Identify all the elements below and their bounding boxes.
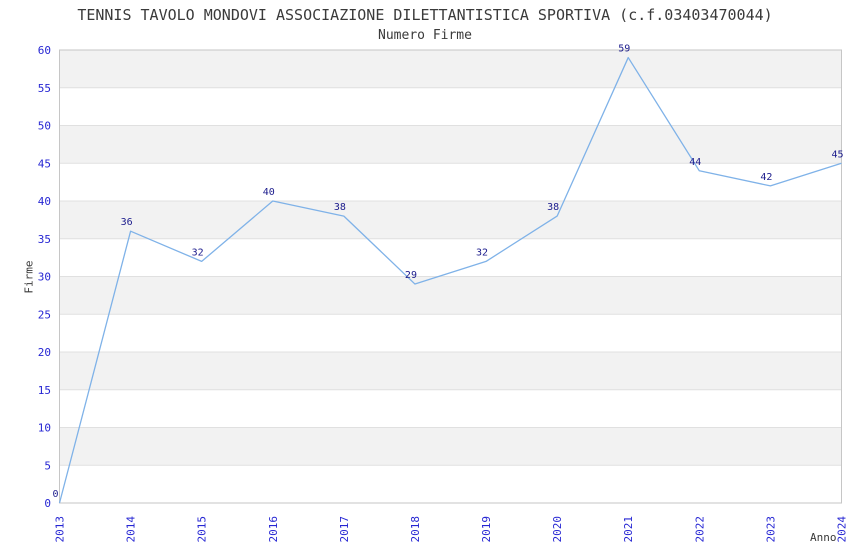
y-tick-label: 5: [44, 459, 51, 472]
data-point-label: 38: [334, 202, 346, 213]
x-tick-label: 2019: [480, 516, 493, 543]
plot-border: [59, 49, 842, 504]
plot-band: [59, 427, 842, 466]
x-tick-label: 2017: [338, 516, 351, 543]
x-tick-label: 2021: [622, 516, 635, 543]
x-tick-label: 2014: [125, 516, 138, 543]
y-tick-label: 35: [38, 233, 51, 246]
x-tick-label: 2024: [836, 516, 849, 543]
x-tick-label: 2013: [54, 516, 67, 543]
x-axis-label: Anno: [810, 531, 837, 544]
data-point-label: 29: [405, 270, 417, 281]
plot-band: [59, 352, 842, 390]
y-tick-label: 30: [38, 271, 51, 284]
y-tick-label: 15: [38, 384, 51, 397]
y-tick-label: 20: [38, 346, 51, 359]
y-tick-label: 10: [38, 422, 51, 435]
y-tick-label: 60: [38, 44, 51, 57]
plot-band: [59, 50, 842, 88]
data-point-label: 38: [547, 202, 559, 213]
plot-band: [59, 201, 842, 239]
y-tick-label: 45: [38, 157, 51, 170]
data-point-label: 32: [476, 247, 488, 258]
chart-title: TENNIS TAVOLO MONDOVI ASSOCIAZIONE DILET…: [77, 6, 773, 24]
data-point-label: 32: [192, 247, 204, 258]
y-tick-label: 40: [38, 195, 51, 208]
x-tick-label: 2018: [409, 516, 422, 543]
data-point-label: 36: [121, 217, 133, 228]
data-point-label: 40: [263, 187, 275, 198]
data-point-label: 45: [831, 149, 843, 160]
data-point-label: 44: [689, 157, 701, 168]
x-tick-label: 2022: [693, 516, 706, 543]
x-tick-label: 2015: [196, 516, 209, 543]
x-tick-label: 2020: [551, 516, 564, 543]
x-tick-label: 2016: [267, 516, 280, 543]
y-tick-label: 0: [44, 497, 51, 510]
plot-band: [59, 276, 842, 315]
y-tick-label: 50: [38, 120, 51, 133]
data-line: [58, 56, 842, 504]
data-point-label: 42: [760, 172, 772, 183]
chart-subtitle: Numero Firme: [378, 28, 472, 43]
data-point-label: 0: [52, 489, 58, 500]
x-tick-label: 2023: [764, 516, 777, 543]
plot-band: [59, 125, 842, 164]
y-tick-label: 55: [38, 82, 51, 95]
y-tick-label: 25: [38, 308, 51, 321]
data-point-label: 59: [618, 44, 630, 55]
